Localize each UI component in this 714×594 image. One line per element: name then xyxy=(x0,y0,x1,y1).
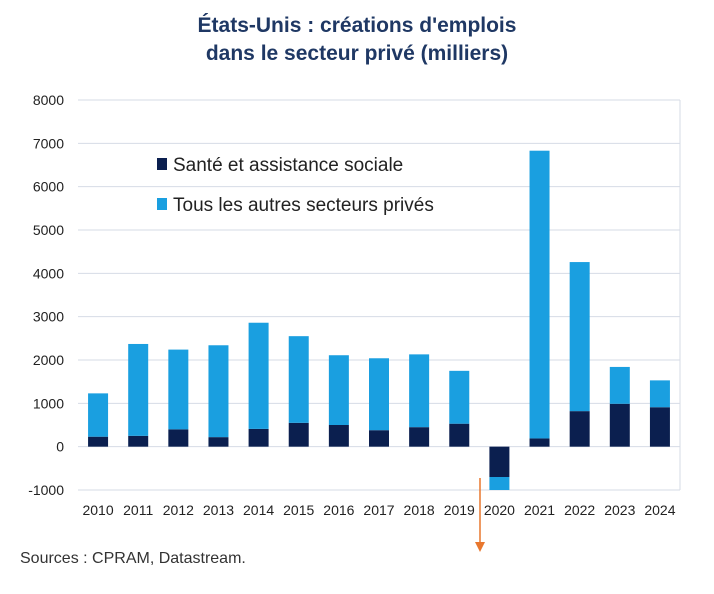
x-tick-label: 2023 xyxy=(604,502,635,518)
bar-health-2016 xyxy=(328,425,349,447)
bar-others-2021 xyxy=(529,150,550,439)
bar-others-2022 xyxy=(569,262,590,412)
x-tick-label: 2012 xyxy=(163,502,194,518)
down-arrow-annotation xyxy=(475,478,485,552)
bar-others-2017 xyxy=(369,358,389,431)
bar-health-2021 xyxy=(529,438,550,447)
legend-label-others: Tous les autres secteurs privés xyxy=(173,195,434,216)
legend: Santé et assistance sociale Tous les aut… xyxy=(157,155,434,216)
x-tick-label: 2010 xyxy=(82,502,113,518)
x-tick-label: 2022 xyxy=(564,502,595,518)
source-note: Sources : CPRAM, Datastream. xyxy=(20,550,246,567)
bar-others-2024 xyxy=(649,380,670,408)
bar-others-2012 xyxy=(168,349,189,430)
bar-health-2012 xyxy=(168,429,189,447)
bar-others-2015 xyxy=(288,336,309,423)
y-tick-label: 7000 xyxy=(33,135,64,151)
y-tick-label: 5000 xyxy=(33,222,64,238)
chart-title-line-1: États-Unis : créations d'emplois xyxy=(197,14,517,37)
y-tick-label: 2000 xyxy=(33,352,64,368)
y-tick-label: 3000 xyxy=(33,309,64,325)
bar-health-2017 xyxy=(369,430,389,447)
y-tick-label: 4000 xyxy=(33,265,64,281)
bar-health-2024 xyxy=(649,407,670,447)
bar-health-2020 xyxy=(489,446,510,477)
bar-others-2013 xyxy=(208,345,229,438)
bar-health-2014 xyxy=(248,428,269,447)
x-tick-label: 2011 xyxy=(123,502,153,518)
bar-others-2010 xyxy=(88,393,109,437)
y-tick-label: 8000 xyxy=(33,92,64,108)
bar-health-2011 xyxy=(128,435,149,447)
bar-others-2014 xyxy=(248,322,269,429)
y-tick-label: 6000 xyxy=(33,179,64,195)
bar-others-2023 xyxy=(609,366,630,404)
x-axis-ticks: 2010 2011 2012 2013 2014 2015 2016 2017 2018 2019… xyxy=(82,502,675,518)
x-tick-label: 2013 xyxy=(203,502,234,518)
legend-swatch-others xyxy=(157,198,167,210)
x-tick-label: 2019 xyxy=(444,502,475,518)
bar-health-2013 xyxy=(208,437,229,447)
bar-others-2020 xyxy=(489,477,510,490)
legend-swatch-health xyxy=(157,158,167,170)
x-tick-label: 2015 xyxy=(283,502,314,518)
x-tick-label: 2016 xyxy=(323,502,354,518)
bar-health-2023 xyxy=(609,403,630,447)
bar-health-2018 xyxy=(409,427,430,447)
y-tick-label: 1000 xyxy=(33,395,64,411)
y-axis-ticks: -1000 0 1000 2000 3000 4000 5000 6000 7000 8000 xyxy=(28,92,64,498)
x-tick-label: 2024 xyxy=(644,502,675,518)
x-tick-label: 2018 xyxy=(404,502,435,518)
bar-health-2015 xyxy=(288,422,309,447)
chart-title-line-2: dans le secteur privé (milliers) xyxy=(205,42,509,65)
bar-health-2019 xyxy=(449,423,470,447)
bars xyxy=(88,150,670,490)
bar-others-2018 xyxy=(409,354,430,428)
x-tick-label: 2021 xyxy=(524,502,555,518)
x-tick-label: 2020 xyxy=(484,502,515,518)
x-tick-label: 2017 xyxy=(363,502,394,518)
y-tick-label: 0 xyxy=(56,439,64,455)
bar-others-2019 xyxy=(449,370,470,424)
bar-health-2022 xyxy=(569,411,590,447)
y-tick-label: -1000 xyxy=(28,482,64,498)
legend-label-health: Santé et assistance sociale xyxy=(173,155,403,176)
chart-title: États-Unis : créations d'emplois dans le… xyxy=(0,12,714,68)
bar-others-2011 xyxy=(128,343,149,436)
bar-others-2016 xyxy=(328,355,349,425)
x-tick-label: 2014 xyxy=(243,502,274,518)
bar-health-2010 xyxy=(88,436,109,447)
arrow-head xyxy=(475,542,485,552)
